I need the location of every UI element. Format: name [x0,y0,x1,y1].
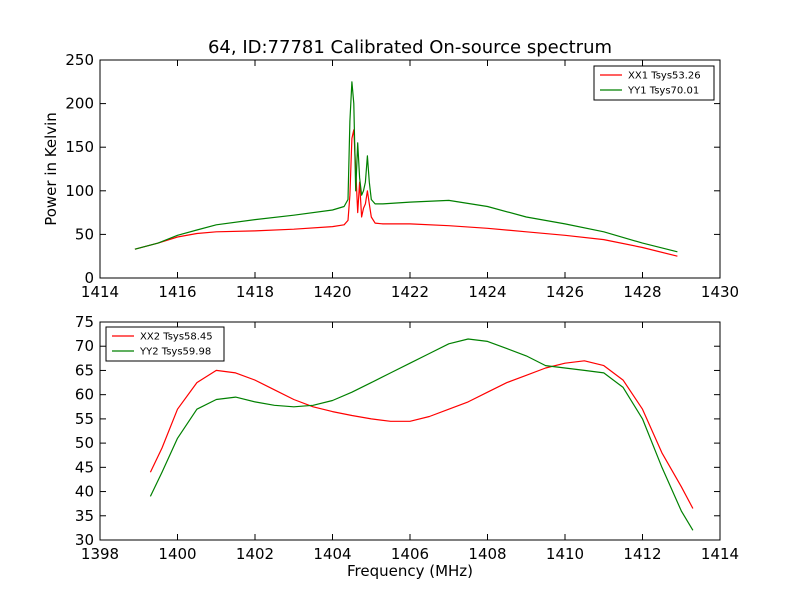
bottom-x-tick-label: 1402 [236,545,274,563]
top-x-tick-label: 1428 [623,283,661,301]
bottom-x-tick-label: 1414 [701,545,739,563]
bottom-legend-box [105,326,225,362]
x-axis-label: Frequency (MHz) [347,562,473,580]
top-x-tick-label: 1430 [701,283,739,301]
bottom-y-tick-label: 30 [75,531,94,549]
top-y-tick-label: 150 [65,138,94,156]
top-x-tick-label: 1418 [236,283,274,301]
bottom-x-tick-label: 1398 [81,545,119,563]
bottom-x-tick-label: 1404 [313,545,351,563]
top-ticks: 1414 1416 1418 1420 1422 1424 1426 1428 1430 0 50 1… [65,51,739,301]
bottom-y-tick-label: 65 [75,361,94,379]
top-y-tick-label: 250 [65,51,94,69]
top-y-tick-label: 100 [65,182,94,200]
bottom-x-tick-label: 1412 [623,545,661,563]
bottom-series-line-1 [149,338,694,531]
top-series-line-1 [134,81,678,253]
top-x-tick-label: 1426 [546,283,584,301]
bottom-x-tick-label: 1400 [158,545,196,563]
bottom-legend-label-xx2: XX2 Tsys58.45 [140,332,213,343]
bottom-y-tick-label: 55 [75,410,94,428]
bottom-x-tick-label: 1408 [468,545,506,563]
top-x-tick-label: 1422 [391,283,429,301]
top-y-axis-label: Power in Kelvin [42,112,60,226]
bottom-y-tick-label: 40 [75,483,94,501]
top-legend-box [593,65,715,101]
top-axes: 1414 1416 1418 1420 1422 1424 1426 1428 1430 0 50 1… [42,51,739,301]
top-legend-label-xx1: XX1 Tsys53.26 [628,71,701,82]
top-y-tick-label: 0 [84,269,94,287]
bottom-y-tick-label: 45 [75,458,94,476]
top-series-lines [134,81,678,257]
bottom-legend: XX2 Tsys58.45 YY2 Tsys59.98 [105,326,225,362]
bottom-y-tick-label: 70 [75,337,94,355]
top-x-tick-label: 1414 [81,283,119,301]
top-x-tick-label: 1424 [468,283,506,301]
top-series-line-0 [134,129,678,257]
bottom-series-lines [149,338,694,531]
bottom-y-tick-label: 60 [75,386,94,404]
figure-title: 64, ID:77781 Calibrated On-source spectr… [208,37,612,58]
bottom-y-tick-label: 75 [75,313,94,331]
bottom-x-tick-label: 1410 [546,545,584,563]
top-axes-frame [99,59,721,279]
bottom-ticks: 1398 1400 1402 1404 1406 1408 1410 1412 1414 30 35… [75,313,739,563]
bottom-axes-frame [99,321,721,541]
bottom-series-line-0 [149,360,694,509]
top-legend-label-yy1: YY1 Tsys70.01 [627,86,699,97]
bottom-y-tick-label: 50 [75,434,94,452]
bottom-y-tick-label: 35 [75,507,94,525]
bottom-x-tick-label: 1406 [391,545,429,563]
top-legend: XX1 Tsys53.26 YY1 Tsys70.01 [593,65,715,101]
bottom-legend-label-yy2: YY2 Tsys59.98 [139,347,211,358]
top-y-tick-label: 50 [75,225,94,243]
top-x-tick-label: 1416 [158,283,196,301]
top-y-tick-label: 200 [65,95,94,113]
top-x-tick-label: 1420 [313,283,351,301]
bottom-axes: 1398 1400 1402 1404 1406 1408 1410 1412 1414 30 35… [75,313,739,580]
